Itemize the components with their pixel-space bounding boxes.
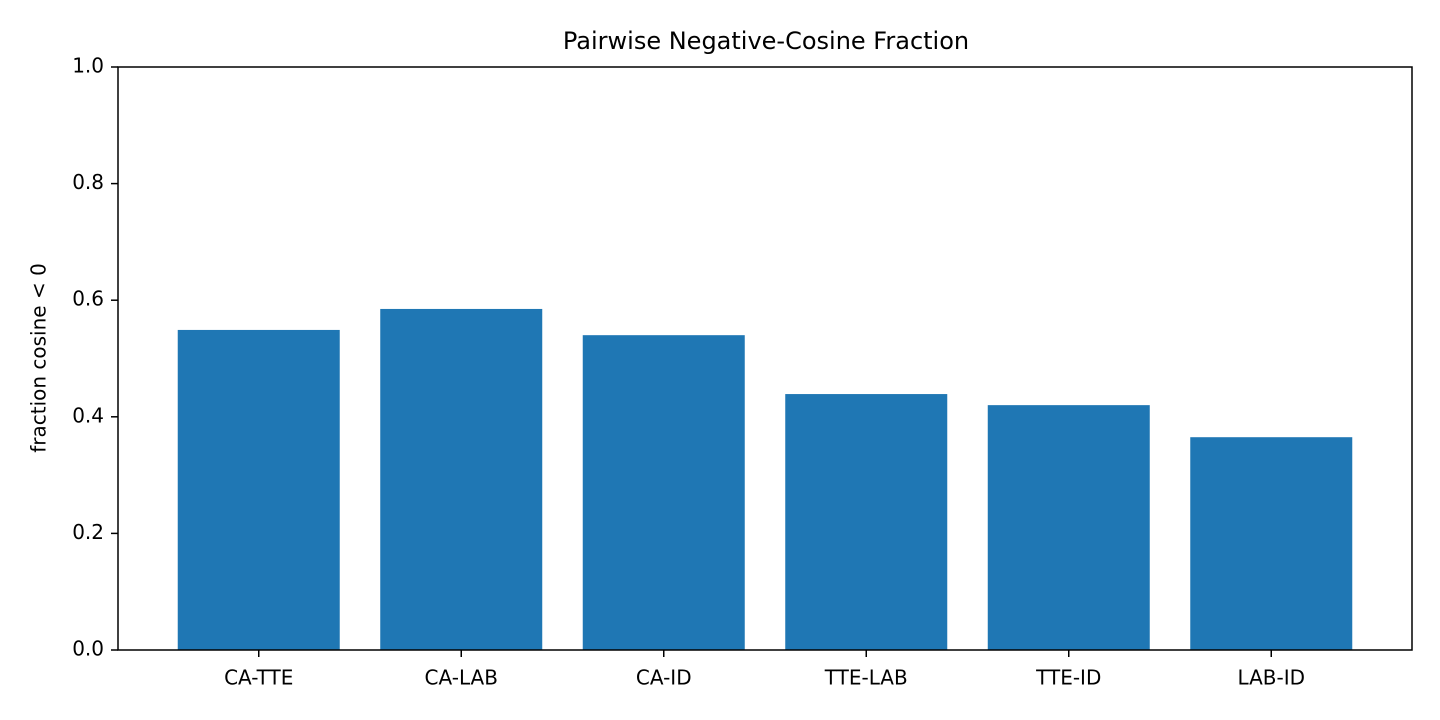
bar	[1190, 437, 1353, 650]
bar	[987, 405, 1150, 650]
y-axis-label: fraction cosine < 0	[27, 263, 51, 453]
x-tick-label: CA-LAB	[425, 666, 498, 690]
x-tick-label: CA-TTE	[224, 666, 293, 690]
bar	[582, 335, 745, 650]
bar	[785, 394, 948, 650]
y-tick-label: 0.8	[72, 170, 104, 194]
x-tick-label: TTE-LAB	[824, 666, 908, 690]
plot-frame	[117, 66, 1413, 651]
x-tick-label: TTE-ID	[1035, 666, 1101, 690]
y-tick-label: 1.0	[72, 54, 104, 78]
x-tick-label: LAB-ID	[1237, 666, 1305, 690]
y-tick-label: 0.2	[72, 520, 104, 544]
y-tick-label: 0.6	[72, 287, 104, 311]
y-tick-label: 0.0	[72, 637, 104, 661]
y-tick-label: 0.4	[72, 403, 104, 427]
bar	[177, 329, 340, 650]
x-tick-label: CA-ID	[636, 666, 692, 690]
bar	[380, 308, 543, 650]
chart-title: Pairwise Negative-Cosine Fraction	[563, 27, 969, 55]
